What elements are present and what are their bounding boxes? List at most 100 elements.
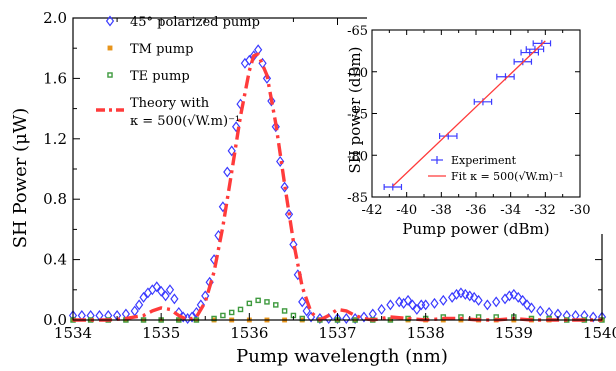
main-legend: 45° polarized pump TM pump TE pump Theory w… [96,15,260,129]
inset-x-tick-label: -36 [466,203,487,218]
main-data-point [527,302,536,314]
inset-series-1 [392,40,546,187]
main-data-point [220,312,226,319]
main-data-point [161,290,170,302]
main-data-point [264,299,270,305]
main-data-point [408,299,417,311]
main-x-tick-label: 1536 [230,324,268,342]
main-y-tick-label: 0.8 [43,190,67,208]
main-data-point [271,121,280,133]
main-data-point [514,291,523,303]
main-legend-label: 45° polarized pump [130,15,260,30]
main-data-point [461,288,470,300]
inset-y-tick-label: -85 [347,191,368,206]
inset-y-tick-label: -80 [347,149,368,164]
main-x-tick-label: 1538 [407,324,445,342]
main-data-point [342,312,351,324]
main-data-point [509,288,518,300]
inset-x-tick-label: -42 [362,203,383,218]
main-y-axis-label: SH Power (μW) [10,108,31,249]
main-data-point [500,293,510,305]
main-legend-label: κ = 500(√W.m)⁻¹ [130,114,240,129]
main-data-point [589,311,598,323]
main-x-tick-label: 1537 [318,324,356,342]
main-data-point [430,297,439,309]
main-data-point [165,284,175,296]
main-data-point [465,290,474,302]
main-data-point [447,291,457,303]
inset-x-tick-label: -32 [535,203,556,218]
main-legend-label: TE pump [130,69,190,84]
main-data-point [395,296,404,308]
inset-x-tick-label: -38 [431,203,452,218]
inset-x-tick-label: -34 [500,203,521,218]
main-data-point [421,299,430,311]
inset-chart: -42 -40 -38 -36 -34 -32 -30 -85 -80 -75 -70 -65 Pum… [346,14,607,238]
main-data-point [130,305,139,317]
main-data-point [148,284,157,296]
main-x-tick-label: 1535 [142,324,180,342]
inset-legend: Experiment Fit κ = 500(√W.m)⁻¹ [428,154,563,183]
main-data-point [135,299,144,311]
main-y-tick-label: 0.4 [43,251,67,269]
main-data-point [237,306,244,313]
main-data-point [223,166,232,178]
main-data-point [536,305,545,317]
main-data-point [505,290,514,302]
main-data-point [412,303,421,315]
main-data-point [284,208,294,220]
inset-y-tick-label: -65 [347,24,368,39]
main-y-tick-label: 2.0 [43,9,67,27]
main-data-point [240,57,250,69]
main-data-point [470,291,479,303]
inset-legend-label: Fit κ = 500(√W.m)⁻¹ [451,170,563,183]
inset-y-tick-label: -75 [347,108,368,123]
main-data-point [474,294,483,306]
main-data-point [452,288,461,300]
main-data-point [187,311,197,323]
main-data-point [302,305,311,317]
inset-y-axis-label: SH power (dBm) [346,47,364,174]
main-data-point [231,121,241,133]
main-data-point [333,312,342,324]
main-data-point [368,308,377,320]
main-data-point [227,145,236,157]
inset-y-tick-label: -70 [347,66,368,81]
main-data-point [273,302,279,308]
main-data-point [544,306,554,318]
main-data-point [280,181,289,193]
main-x-tick-label: 1534 [54,324,92,342]
inset-axes: -42 -40 -38 -36 -34 -32 -30 -85 -80 -75 -70 -65 [347,24,590,218]
main-data-point [386,299,395,311]
main-data-point [377,303,386,315]
main-data-point [262,72,272,84]
main-data-point [246,300,253,307]
main-y-tick-label: 1.2 [43,130,67,148]
main-data-point [403,294,413,306]
inset-fit-line [392,40,546,187]
main-legend-marker [105,15,115,27]
main-data-point [152,281,161,293]
main-legend-label: TM pump [130,42,193,57]
main-data-point [456,287,466,299]
main-data-point [281,308,288,314]
main-data-point [522,299,532,311]
inset-background [367,14,607,234]
main-legend-marker [107,72,113,78]
main-x-tick-label: 1539 [495,324,533,342]
main-data-point [139,291,148,303]
main-data-point [157,285,166,297]
main-data-point [201,290,210,302]
main-data-point [359,311,369,323]
main-data-point [439,294,448,306]
main-legend-marker [107,45,113,51]
main-data-point [255,297,261,304]
inset-plot-area [383,39,552,191]
main-y-tick-label: 0.0 [43,311,67,329]
main-data-point [298,296,307,308]
main-data-point [228,309,235,316]
